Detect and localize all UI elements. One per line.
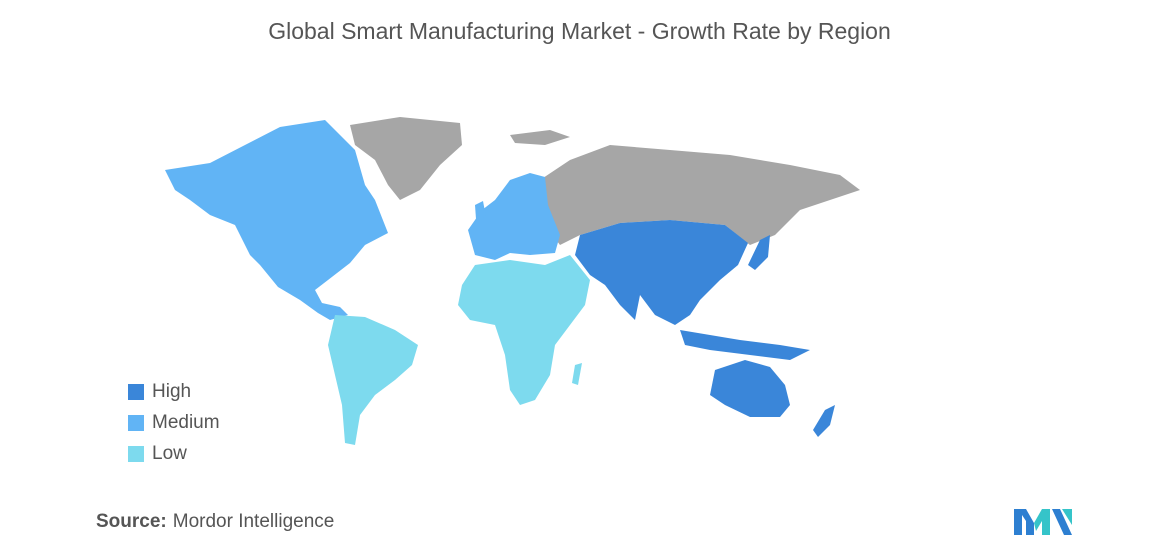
region-asia-pacific — [575, 220, 748, 325]
legend-item-medium: Medium — [128, 407, 220, 438]
legend: High Medium Low — [128, 376, 220, 469]
legend-swatch-low — [128, 445, 144, 462]
source-text: Mordor Intelligence — [172, 511, 335, 532]
region-madagascar — [572, 363, 582, 385]
legend-item-low: Low — [128, 438, 220, 469]
legend-item-high: High — [128, 376, 220, 407]
legend-label: Medium — [152, 411, 220, 433]
region-japan — [748, 235, 770, 270]
legend-label: Low — [152, 442, 187, 464]
region-arctic-islands — [510, 130, 570, 145]
region-greenland — [350, 117, 462, 200]
chart-title: Global Smart Manufacturing Market - Grow… — [268, 18, 891, 44]
region-africa — [458, 255, 590, 405]
region-australia — [710, 360, 790, 417]
region-new-zealand — [813, 405, 835, 437]
legend-label: High — [152, 380, 192, 402]
region-southeast-asia-islands — [680, 330, 810, 360]
legend-swatch-medium — [128, 414, 144, 431]
region-europe — [468, 173, 560, 260]
region-north-america — [165, 120, 388, 320]
source-note: Source: Mordor Intelligence — [96, 511, 334, 533]
world-map — [165, 117, 860, 445]
mordor-intelligence-logo — [1014, 509, 1072, 535]
region-south-america — [328, 315, 418, 445]
source-label: Source: — [96, 511, 167, 532]
region-uk — [475, 201, 486, 219]
legend-swatch-high — [128, 383, 144, 400]
region-russia — [540, 145, 860, 245]
